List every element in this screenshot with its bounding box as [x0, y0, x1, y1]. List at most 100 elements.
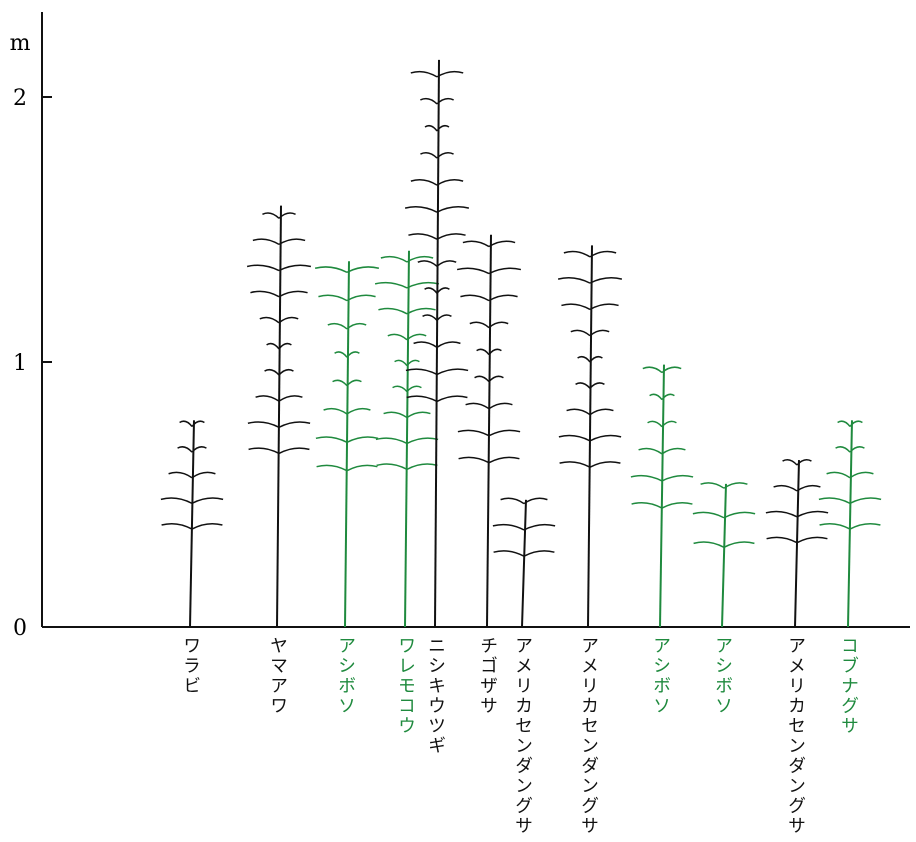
leaf	[388, 334, 407, 339]
leaf	[437, 315, 451, 320]
leaf	[559, 436, 590, 441]
leaf	[489, 241, 515, 246]
leaf	[376, 438, 407, 443]
leaf	[662, 503, 692, 508]
leaf	[489, 457, 519, 462]
leaf	[797, 537, 827, 542]
leaf	[466, 403, 489, 408]
leaf	[378, 309, 407, 314]
leaf	[694, 542, 724, 547]
plant-label: ニシキウツギ	[425, 636, 445, 756]
leaf	[250, 291, 279, 296]
leaf	[571, 330, 590, 335]
leaf	[169, 472, 192, 477]
leaf	[470, 322, 489, 327]
leaf	[192, 524, 222, 529]
leaf	[643, 367, 662, 372]
leaf	[347, 465, 377, 470]
leaf	[489, 430, 520, 435]
leaf	[425, 288, 437, 293]
leaf	[407, 464, 437, 469]
leaf	[347, 437, 378, 442]
leaf	[377, 464, 407, 469]
y-tick-label: 0	[13, 616, 27, 641]
leaf	[662, 421, 676, 426]
plant-stem	[277, 206, 281, 627]
plant-stem	[345, 261, 349, 627]
leaf	[328, 324, 347, 329]
leaf	[393, 386, 407, 391]
leaf	[420, 153, 437, 158]
leaf	[590, 409, 613, 414]
leaf	[262, 213, 279, 218]
leaf	[766, 511, 797, 516]
leaf	[161, 498, 192, 503]
leaf	[797, 511, 828, 516]
leaf	[408, 234, 437, 239]
leaf	[333, 380, 347, 385]
leaf	[316, 437, 347, 442]
leaf	[279, 396, 302, 401]
leaf	[418, 261, 437, 266]
leaf	[407, 396, 437, 401]
leaf	[437, 72, 463, 77]
leaf	[524, 525, 555, 530]
leaf	[590, 357, 602, 362]
leaf	[819, 498, 850, 503]
leaf	[475, 376, 489, 381]
leaf	[501, 498, 524, 503]
plant-label: コブナグサ	[838, 636, 858, 736]
leaf	[437, 288, 449, 293]
leaf	[662, 449, 685, 454]
leaf	[494, 551, 524, 556]
leaf	[767, 537, 797, 542]
leaf	[180, 421, 192, 426]
leaf	[477, 349, 489, 354]
leaf	[347, 409, 370, 414]
leaf	[590, 436, 621, 441]
leaf	[576, 383, 590, 388]
leaf	[423, 315, 437, 320]
leaf	[279, 291, 308, 296]
leaf	[558, 278, 590, 283]
leaf	[437, 369, 468, 374]
plant-stem	[435, 60, 439, 627]
leaf	[407, 334, 426, 339]
plant-stem	[522, 500, 526, 627]
leaf	[407, 386, 421, 391]
leaf	[838, 421, 850, 426]
profile: m 012	[0, 0, 916, 842]
plant-stem	[487, 235, 491, 627]
leaf	[463, 241, 489, 246]
leaf	[489, 349, 501, 354]
leaf	[407, 412, 430, 417]
plant-stem	[588, 245, 592, 627]
leaf	[407, 438, 438, 443]
leaf	[414, 342, 437, 347]
leaf	[724, 542, 754, 547]
leaf	[347, 380, 361, 385]
leaf	[850, 472, 873, 477]
leaf	[279, 448, 309, 453]
leaf	[405, 207, 437, 212]
leaf	[827, 472, 850, 477]
plant-stem	[405, 251, 409, 627]
leaf	[590, 383, 604, 388]
leaf	[836, 447, 850, 452]
leaf	[590, 330, 609, 335]
y-tick-label: 2	[13, 86, 27, 111]
plant-label: ワラビ	[180, 636, 200, 696]
leaf	[192, 472, 215, 477]
leaf	[850, 524, 880, 529]
leaf	[590, 304, 619, 309]
leaf	[524, 551, 554, 556]
leaf	[347, 324, 366, 329]
leaf	[249, 448, 279, 453]
plant-label: アシボソ	[335, 636, 355, 716]
leaf	[279, 344, 291, 349]
plant-label: ヤマアワ	[267, 636, 287, 716]
plant-stem	[722, 484, 726, 627]
leaf	[178, 447, 192, 452]
leaf	[489, 403, 512, 408]
leaf	[578, 357, 590, 362]
